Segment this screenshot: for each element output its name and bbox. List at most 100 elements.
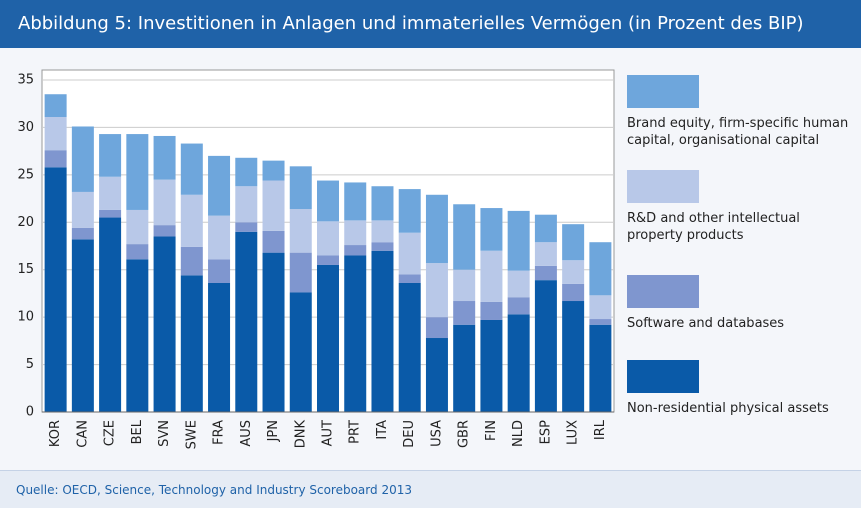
bar-segment [453,269,476,302]
bar-segment [153,236,176,412]
bar-segment [480,250,503,302]
y-tick-label: 10 [17,310,34,325]
bar-segment [153,179,176,226]
bar-segment [425,338,448,412]
bar-segment [562,224,585,261]
y-tick-label: 25 [17,167,34,182]
bar-segment [153,135,176,180]
bar-segment [126,209,149,245]
bar-segment [398,232,421,275]
bar-segment [71,227,94,240]
bar-segment [589,295,612,320]
bar-segment [507,270,530,298]
bar-segment [507,210,530,271]
x-tick-label: JPN [266,420,281,442]
x-tick-label: LUX [566,420,581,445]
y-tick-label: 30 [17,120,34,135]
y-tick-label: 0 [26,405,34,420]
bar-segment [208,282,231,412]
bar-segment [317,255,339,265]
bar-segment [180,194,203,247]
bar-segment [344,245,367,256]
y-tick-label: 20 [17,215,34,230]
bar-segment [262,252,285,412]
bar-segment [371,242,394,251]
bar-segment [262,180,285,231]
bar-segment [44,167,67,412]
bar-segment [289,166,312,210]
bar-segment [317,221,339,256]
bar-segment [562,301,585,412]
bar-segment [398,282,421,412]
bar-segment [344,255,367,412]
x-tick-label: CAN [75,420,90,448]
bar-segment [99,209,122,218]
bar-segment [534,214,557,243]
bar-segment [562,260,585,284]
bar-segment [453,204,476,270]
x-tick-label: DEU [402,420,417,448]
bar-segment [425,194,448,264]
bar-segment [99,176,122,210]
x-tick-label: ITA [375,420,390,440]
bar-segment [126,244,149,260]
bar-segment [371,220,394,243]
chart-title: Abbildung 5: Investitionen in Anlagen un… [18,13,804,34]
y-tick-label: 5 [26,357,34,372]
bar-segment [208,215,231,260]
bar-segment [71,126,94,192]
bar-segment [44,150,67,168]
bar-segment [480,319,503,412]
legend-swatch [627,360,699,393]
bar-segment [208,259,231,283]
x-tick-label: PRT [348,420,363,444]
bar-segment [235,157,258,187]
bar-segment [126,259,149,412]
legend-label: Non-residential physical assets [627,401,829,416]
bar-segment [44,116,67,151]
legend-label: Software and databases [627,316,785,331]
legend-swatch [627,75,699,108]
x-tick-label: SVN [157,420,172,447]
bar-segment [371,186,394,221]
bar-segment [235,222,258,232]
x-tick-label: DNK [293,420,308,449]
bar-segment [289,292,312,412]
x-tick-label: CZE [103,420,118,446]
bar-segment [235,231,258,412]
source-text: Quelle: OECD, Science, Technology and In… [16,483,412,497]
x-tick-label: IRL [593,419,608,440]
bar-segment [480,301,503,320]
bar-segment [44,94,67,117]
bar-segment [99,134,122,177]
bar-segment [317,264,339,412]
bar-segment [562,283,585,302]
bar-segment [589,324,612,412]
x-tick-label: SWE [184,420,199,449]
bar-segment [425,263,448,318]
bar-segment [126,134,149,210]
bar-segment [344,220,367,246]
bar-segment [453,301,476,325]
legend-label: R&D and other intellectual property prod… [627,211,800,243]
bar-segment [344,182,367,221]
legend-swatch [627,170,699,203]
bar-segment [262,230,285,253]
bar-segment [398,189,421,233]
bar-segment [71,191,94,228]
chart: 0 5 10 15 20 25 30 35 KOR CAN CZE BEL SVN SWE FRA AUS JP… [17,69,615,449]
y-tick-label: 15 [17,262,34,277]
bar-segment [371,250,394,412]
y-tick-label: 35 [17,73,34,88]
bar-segment [453,324,476,412]
bar-segment [208,155,231,216]
bar-segment [180,143,203,195]
bar-segment [425,317,448,339]
x-tick-label: USA [429,420,444,447]
source: Quelle: OECD, Science, Technology and In… [0,470,861,508]
bar-segment [507,314,530,412]
bar-segment [534,242,557,266]
x-tick-label: AUS [239,420,254,447]
legend-swatch [627,275,699,308]
